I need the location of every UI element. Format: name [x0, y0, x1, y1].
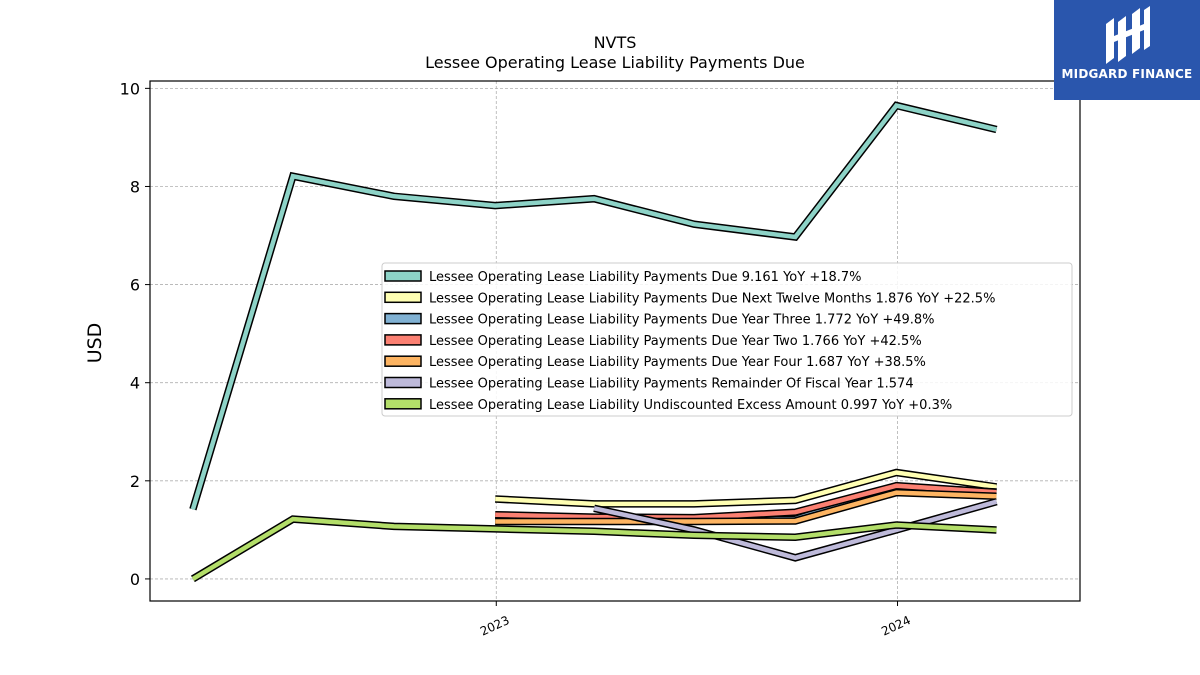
legend-label: Lessee Operating Lease Liability Undisco… [429, 398, 952, 413]
y-tick-label: 4 [130, 374, 140, 393]
legend-swatch [384, 291, 422, 304]
x-tick-label: 2023 [478, 613, 512, 639]
legend-label: Lessee Operating Lease Liability Payment… [429, 377, 914, 392]
legend-swatch [384, 376, 422, 389]
y-tick-label: 2 [130, 472, 140, 491]
logo-mark-icon [1106, 6, 1150, 64]
x-tick-label: 2024 [879, 613, 913, 639]
series-line [593, 499, 998, 561]
y-tick-label: 0 [130, 570, 140, 589]
legend-swatch [384, 312, 422, 325]
plot-frame [149, 80, 1081, 602]
legend-label: Lessee Operating Lease Liability Payment… [429, 334, 922, 349]
legend-swatch [384, 355, 422, 367]
legend: Lessee Operating Lease Liability Payment… [381, 262, 1073, 417]
chart-title: NVTS [594, 33, 637, 52]
legend-label: Lessee Operating Lease Liability Payment… [429, 313, 935, 328]
chart-subtitle: Lessee Operating Lease Liability Payment… [425, 53, 805, 72]
series-line [495, 483, 997, 520]
y-tick-label: 6 [130, 276, 140, 295]
legend-label: Lessee Operating Lease Liability Payment… [429, 291, 995, 306]
y-tick-label: 8 [130, 177, 140, 196]
series-line [191, 516, 997, 581]
series-lines [189, 101, 998, 583]
series-line [190, 102, 998, 510]
legend-label: Lessee Operating Lease Liability Payment… [429, 270, 862, 285]
legend-swatch [384, 270, 422, 282]
legend-box [381, 262, 1073, 417]
logo-text: MIDGARD FINANCE [1061, 67, 1193, 81]
series-line [495, 470, 997, 507]
legend-swatch [384, 398, 422, 410]
series-line [495, 490, 997, 524]
midgard-finance-logo: MIDGARD FINANCE [1054, 0, 1200, 100]
y-tick-label: 10 [120, 79, 140, 98]
legend-swatch [384, 334, 422, 346]
legend-label: Lessee Operating Lease Liability Payment… [429, 355, 926, 370]
y-axis-label: USD [84, 323, 106, 364]
